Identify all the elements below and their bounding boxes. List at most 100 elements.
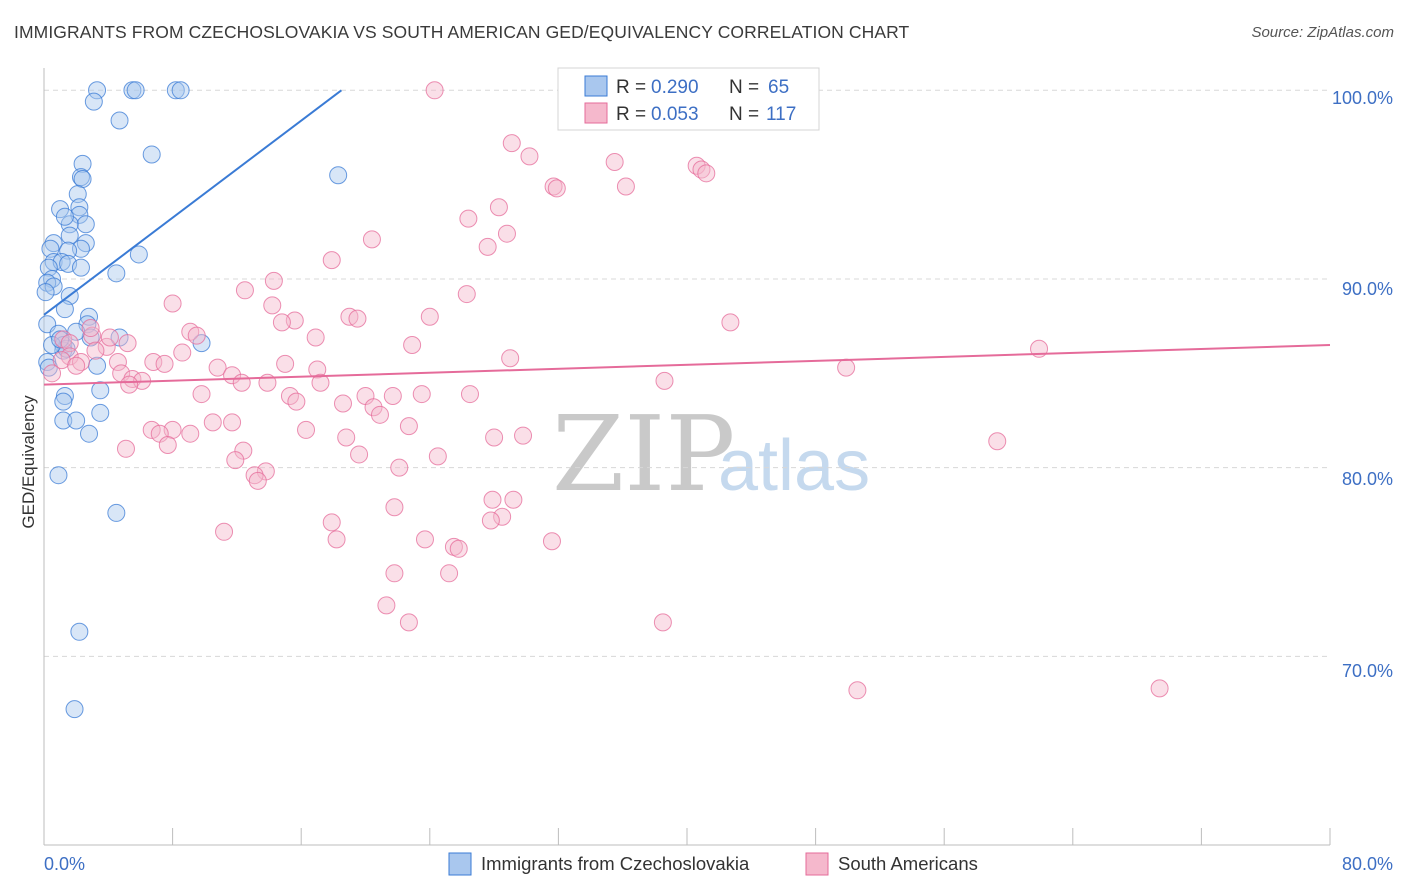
data-point [67, 356, 86, 375]
series-south-americans-points [43, 81, 1169, 700]
data-point [97, 337, 116, 356]
data-point [54, 392, 73, 411]
data-point [215, 522, 234, 541]
data-point [107, 503, 126, 522]
data-point [43, 364, 62, 383]
data-point [415, 530, 434, 549]
data-point [547, 179, 566, 198]
data-point [544, 177, 563, 196]
trend-line-south-americans [43, 344, 1331, 386]
data-point [192, 385, 211, 404]
data-point [232, 373, 251, 392]
data-point [481, 511, 500, 530]
y-tick-label: 90.0% [1342, 279, 1393, 299]
data-point [60, 334, 79, 353]
legend-label: Immigrants from Czechoslovakia [481, 853, 750, 874]
data-point [163, 294, 182, 313]
data-point [187, 326, 206, 345]
data-point [655, 371, 674, 390]
data-point [504, 490, 523, 509]
data-point [208, 358, 227, 377]
data-point [88, 356, 107, 375]
data-point [837, 358, 856, 377]
data-point [70, 622, 89, 641]
data-point [144, 352, 163, 371]
data-point [80, 424, 99, 443]
data-point [60, 226, 79, 245]
data-point [110, 111, 129, 130]
data-point [653, 613, 672, 632]
data-point [76, 215, 95, 234]
data-point [203, 413, 222, 432]
data-point [166, 81, 185, 100]
data-point [235, 281, 254, 300]
data-point [287, 392, 306, 411]
data-point [116, 439, 135, 458]
x-tick-label: 0.0% [44, 854, 85, 874]
stat-r-label: R = [616, 77, 646, 98]
data-point [350, 445, 369, 464]
data-point [478, 237, 497, 256]
axes [43, 68, 1331, 846]
data-point [84, 92, 103, 111]
trend-lines [43, 89, 1331, 386]
data-point [59, 241, 78, 260]
data-point [226, 451, 245, 470]
data-point [118, 334, 137, 353]
data-point [390, 458, 409, 477]
data-point [428, 447, 447, 466]
data-point [39, 258, 58, 277]
legend-label: South Americans [838, 853, 978, 874]
y-axis-title: GED/Equivalency [19, 395, 38, 529]
data-point [126, 81, 145, 100]
source-label: Source: ZipAtlas.com [1251, 24, 1394, 41]
data-point [120, 375, 139, 394]
data-point [91, 381, 110, 400]
data-point [73, 169, 92, 188]
data-point [377, 596, 396, 615]
data-point [399, 613, 418, 632]
data-point [337, 428, 356, 447]
y-tick-label: 80.0% [1342, 469, 1393, 489]
data-point [322, 251, 341, 270]
data-point [459, 209, 478, 228]
stats-swatch-pink [584, 102, 608, 124]
y-tick-label: 100.0% [1332, 88, 1393, 108]
data-point [91, 403, 110, 422]
data-point [848, 681, 867, 700]
data-point [697, 164, 716, 183]
watermark-zip: ZIP [552, 393, 735, 515]
data-point [449, 539, 468, 558]
legend: Immigrants from Czechoslovakia South Ame… [448, 852, 978, 876]
stat-r-value: 0.290 [651, 77, 699, 98]
data-point [108, 352, 127, 371]
data-point [173, 343, 192, 362]
data-point [501, 349, 520, 368]
data-point [297, 420, 316, 439]
data-point [71, 258, 90, 277]
data-point [70, 198, 89, 217]
data-point [520, 147, 539, 166]
data-point [1150, 679, 1169, 698]
data-point [502, 134, 521, 153]
data-point [385, 564, 404, 583]
data-point [86, 341, 105, 360]
stat-n-label: N = [729, 77, 759, 98]
data-point [44, 234, 63, 253]
legend-swatch-blue [448, 852, 472, 876]
data-point [362, 230, 381, 249]
y-tick-label: 70.0% [1342, 661, 1393, 681]
data-point [485, 428, 504, 447]
data-point [364, 398, 383, 417]
legend-swatch-pink [805, 852, 829, 876]
stat-n-label: N = [729, 104, 759, 125]
series-czechoslovakia-points [36, 81, 348, 719]
data-point [49, 466, 68, 485]
data-point [76, 234, 95, 253]
stats-box: R = 0.290 N = 65 R = 0.053 N = 117 [557, 67, 820, 131]
data-point [616, 177, 635, 196]
data-point [370, 405, 389, 424]
data-point [988, 432, 1007, 451]
data-point [605, 152, 624, 171]
